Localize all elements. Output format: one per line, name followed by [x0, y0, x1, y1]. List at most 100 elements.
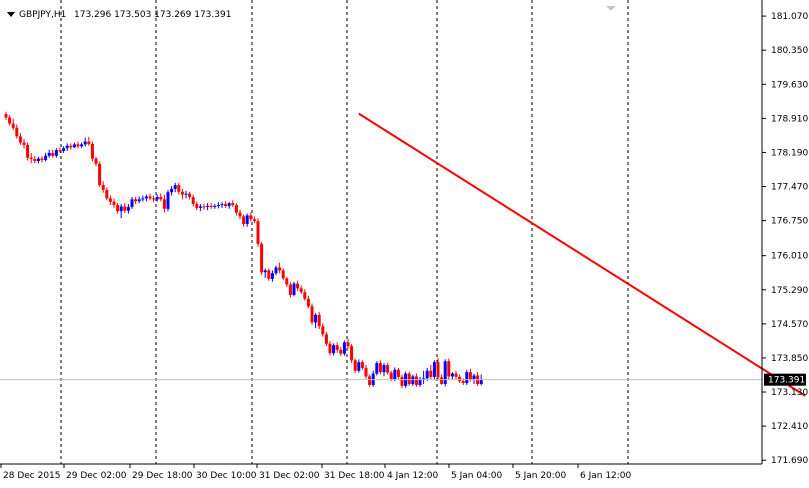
candle-body — [47, 152, 51, 156]
candle-body — [166, 192, 170, 209]
candle-body — [418, 379, 422, 385]
candle-body — [425, 370, 429, 379]
candle — [278, 262, 282, 274]
candle-body — [278, 267, 282, 271]
candle — [267, 268, 271, 281]
candle — [249, 212, 253, 222]
candle — [216, 202, 220, 209]
candle — [443, 359, 447, 387]
candle — [353, 358, 357, 374]
candle-body — [328, 343, 332, 354]
candle-body — [98, 163, 102, 186]
candle-body — [58, 150, 62, 152]
candle-body — [44, 155, 48, 161]
candle-body — [231, 203, 235, 206]
candle — [281, 268, 285, 281]
candle — [360, 360, 364, 370]
candle-body — [342, 342, 346, 354]
candle-body — [137, 199, 141, 202]
candle — [231, 200, 235, 207]
candle — [51, 149, 55, 158]
candle-body — [324, 334, 328, 344]
price-tick-label: 181.070 — [771, 12, 808, 22]
candle — [224, 201, 228, 208]
price-tick-label: 177.470 — [771, 183, 808, 193]
candle-body — [134, 199, 138, 202]
candle-body — [76, 144, 80, 147]
scroll-marker-icon[interactable] — [606, 6, 616, 11]
candle-body — [299, 288, 303, 293]
candle — [429, 365, 433, 380]
candle-body — [87, 141, 91, 144]
candle-body — [407, 373, 411, 384]
candle — [270, 270, 274, 282]
candle — [123, 203, 127, 214]
candle — [162, 194, 166, 213]
candle-body — [170, 188, 174, 193]
candle-body — [335, 345, 339, 350]
candle — [62, 146, 66, 153]
candle — [15, 124, 19, 139]
candle — [260, 241, 264, 276]
candle — [299, 285, 303, 295]
candle-body — [144, 196, 148, 199]
price-tick-label: 176.010 — [771, 252, 808, 262]
candle-body — [288, 284, 292, 295]
candle — [292, 281, 296, 297]
candle-body — [202, 206, 206, 208]
symbol-label: GBPJPY,H1 — [19, 10, 66, 20]
trendline[interactable] — [358, 112, 806, 397]
triangle-down-icon[interactable] — [7, 12, 15, 17]
price-tick-label: 178.190 — [771, 148, 808, 158]
candle — [152, 195, 156, 203]
candle — [72, 142, 76, 149]
candle — [94, 156, 98, 167]
candle-body — [54, 150, 58, 156]
time-tick-label: 29 Dec 18:00 — [132, 471, 193, 481]
candle-body — [440, 377, 444, 384]
candle — [303, 289, 307, 301]
price-tick-label: 180.350 — [771, 46, 808, 56]
candle — [339, 347, 343, 357]
candle-body — [378, 363, 382, 373]
price-tick-label: 171.690 — [771, 456, 808, 466]
price-axis: 181.070 180.350 179.630 178.910 178.190 177.4… — [762, 12, 808, 466]
candle-body — [256, 221, 260, 244]
candle — [4, 111, 8, 120]
candle-body — [400, 376, 404, 386]
candle-body — [159, 196, 163, 200]
candle-body — [375, 363, 379, 374]
candle — [425, 367, 429, 382]
candle — [170, 186, 174, 196]
time-tick-label: 31 Dec 02:00 — [259, 471, 320, 481]
candle-body — [152, 198, 156, 200]
candle-body — [224, 204, 228, 206]
candle — [375, 361, 379, 376]
candle — [206, 203, 210, 211]
candle — [177, 182, 181, 195]
candle — [65, 143, 69, 152]
current-price-tag-background — [764, 373, 806, 386]
candle — [285, 276, 289, 287]
candle-body — [123, 206, 127, 211]
candle — [22, 138, 26, 149]
candle-body — [18, 136, 22, 143]
candle-body — [339, 349, 343, 354]
candle — [191, 194, 195, 207]
candle — [188, 191, 192, 200]
candle — [213, 204, 217, 209]
candle-body — [238, 212, 242, 217]
candle — [202, 204, 206, 210]
grid — [60, 0, 629, 464]
candle-body — [112, 201, 116, 206]
candle-body — [62, 148, 66, 152]
candle-body — [443, 361, 447, 384]
candle — [47, 149, 51, 158]
candle-body — [321, 326, 325, 335]
candle-body — [65, 145, 69, 149]
candle — [108, 195, 112, 206]
candle-body — [386, 365, 390, 373]
candle — [180, 188, 184, 200]
